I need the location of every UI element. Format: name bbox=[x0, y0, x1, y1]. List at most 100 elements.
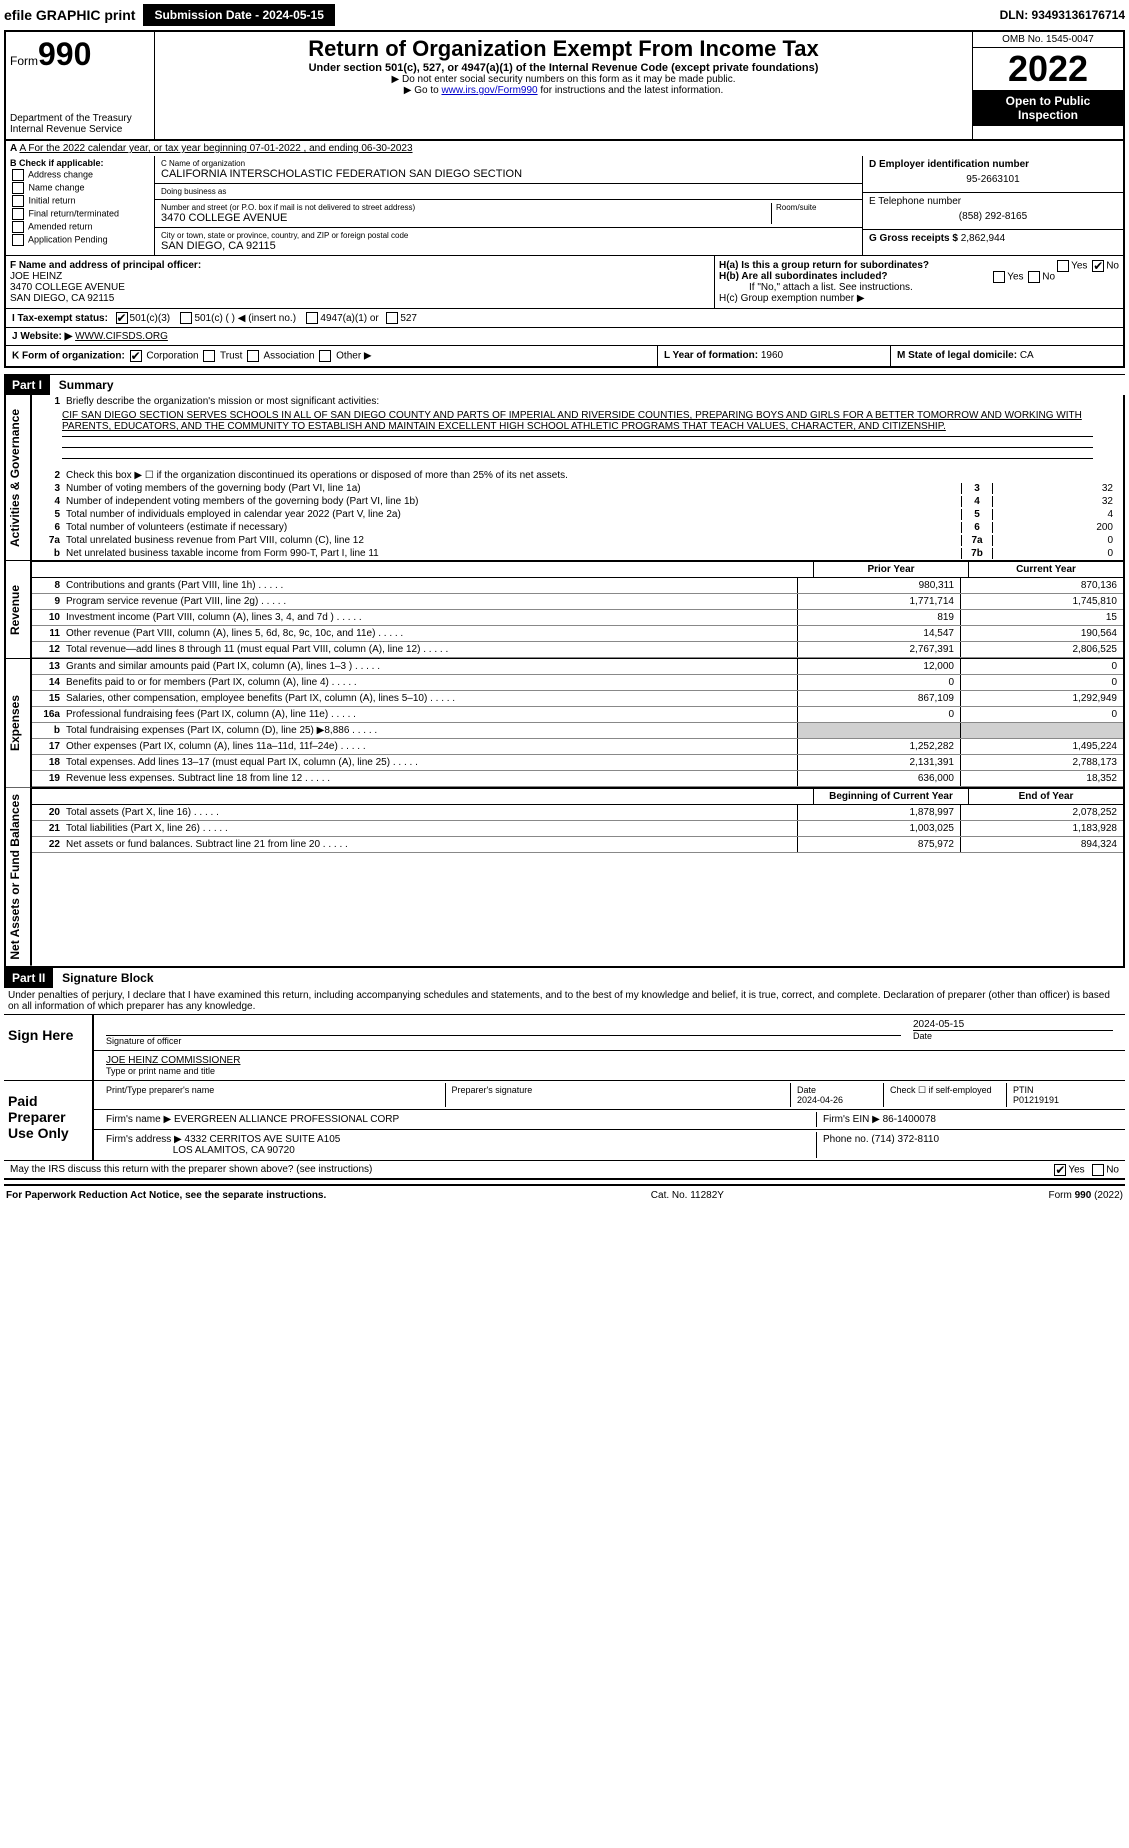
row-num: 15 bbox=[32, 691, 66, 706]
k-trust[interactable] bbox=[203, 350, 215, 362]
check-address[interactable]: Address change bbox=[10, 169, 150, 181]
l6-val: 200 bbox=[993, 522, 1119, 533]
l7b-val: 0 bbox=[993, 548, 1119, 559]
l6-text: Total number of volunteers (estimate if … bbox=[66, 522, 961, 533]
row-num: b bbox=[32, 723, 66, 738]
hb-note: If "No," attach a list. See instructions… bbox=[719, 282, 1119, 293]
note-ssn: ▶ Do not enter social security numbers o… bbox=[163, 74, 964, 85]
l7a-text: Total unrelated business revenue from Pa… bbox=[66, 535, 961, 546]
hc-label: H(c) Group exemption number ▶ bbox=[719, 293, 1119, 304]
tax-501c[interactable] bbox=[180, 312, 192, 324]
ha-label: H(a) Is this a group return for subordin… bbox=[719, 260, 929, 271]
row-current: 0 bbox=[960, 659, 1123, 674]
sig-declaration: Under penalties of perjury, I declare th… bbox=[4, 988, 1125, 1015]
vtab-expenses: Expenses bbox=[6, 659, 32, 787]
check-initial[interactable]: Initial return bbox=[10, 195, 150, 207]
row-text: Grants and similar amounts paid (Part IX… bbox=[66, 659, 797, 674]
l2-text: Check this box ▶ ☐ if the organization d… bbox=[66, 470, 1119, 481]
data-row: 12Total revenue—add lines 8 through 11 (… bbox=[32, 642, 1123, 658]
ha-yes[interactable] bbox=[1057, 260, 1069, 272]
row-num: 10 bbox=[32, 610, 66, 625]
l3-num: 3 bbox=[961, 483, 993, 494]
row-text: Program service revenue (Part VIII, line… bbox=[66, 594, 797, 609]
row-text: Total assets (Part X, line 16) bbox=[66, 805, 797, 820]
data-row: 15Salaries, other compensation, employee… bbox=[32, 691, 1123, 707]
part1-title: Summary bbox=[53, 375, 120, 395]
row-prior: 0 bbox=[797, 675, 960, 690]
e-phone-label: E Telephone number bbox=[869, 196, 961, 207]
ptin-value: P01219191 bbox=[1013, 1095, 1059, 1105]
row-text: Net assets or fund balances. Subtract li… bbox=[66, 837, 797, 852]
city-value: SAN DIEGO, CA 92115 bbox=[161, 240, 856, 252]
hb-no[interactable] bbox=[1028, 271, 1040, 283]
may-no[interactable] bbox=[1092, 1164, 1104, 1176]
row-prior: 1,878,997 bbox=[797, 805, 960, 820]
city-label: City or town, state or province, country… bbox=[161, 231, 856, 240]
row-num: 16a bbox=[32, 707, 66, 722]
sig-officer-label: Signature of officer bbox=[106, 1035, 901, 1046]
b-label: B Check if applicable: bbox=[10, 158, 104, 168]
sig-name-title: JOE HEINZ COMMISSIONER bbox=[106, 1055, 1113, 1066]
row-num: 17 bbox=[32, 739, 66, 754]
room-label: Room/suite bbox=[776, 203, 856, 212]
data-row: 18Total expenses. Add lines 13–17 (must … bbox=[32, 755, 1123, 771]
ha-no[interactable] bbox=[1092, 260, 1104, 272]
check-pending[interactable]: Application Pending bbox=[10, 234, 150, 246]
row-prior: 1,003,025 bbox=[797, 821, 960, 836]
firm-name-label: Firm's name ▶ bbox=[106, 1114, 171, 1125]
data-row: 13Grants and similar amounts paid (Part … bbox=[32, 659, 1123, 675]
l4-val: 32 bbox=[993, 496, 1119, 507]
irs-link[interactable]: www.irs.gov/Form990 bbox=[441, 85, 537, 96]
k-corp[interactable] bbox=[130, 350, 142, 362]
j-website-label: J Website: ▶ bbox=[12, 331, 72, 342]
hb-label: H(b) Are all subordinates included? bbox=[719, 271, 888, 282]
row-text: Contributions and grants (Part VIII, lin… bbox=[66, 578, 797, 593]
hdr-end-year: End of Year bbox=[968, 789, 1123, 804]
check-final[interactable]: Final return/terminated bbox=[10, 208, 150, 220]
row-current: 15 bbox=[960, 610, 1123, 625]
hb-yes[interactable] bbox=[993, 271, 1005, 283]
dln-label: DLN: 93493136176714 bbox=[1000, 8, 1125, 22]
website-value: WWW.CIFSDS.ORG bbox=[75, 331, 168, 342]
check-amended[interactable]: Amended return bbox=[10, 221, 150, 233]
l3-text: Number of voting members of the governin… bbox=[66, 483, 961, 494]
row-num: 11 bbox=[32, 626, 66, 641]
officer-addr1: 3470 COLLEGE AVENUE bbox=[10, 282, 125, 293]
officer-addr2: SAN DIEGO, CA 92115 bbox=[10, 293, 114, 304]
check-name[interactable]: Name change bbox=[10, 182, 150, 194]
row-text: Total liabilities (Part X, line 26) bbox=[66, 821, 797, 836]
row-text: Revenue less expenses. Subtract line 18 … bbox=[66, 771, 797, 786]
k-assoc[interactable] bbox=[247, 350, 259, 362]
officer-name: JOE HEINZ bbox=[10, 271, 62, 282]
row-current: 2,078,252 bbox=[960, 805, 1123, 820]
vtab-net: Net Assets or Fund Balances bbox=[6, 788, 32, 966]
submission-date-button[interactable]: Submission Date - 2024-05-15 bbox=[143, 4, 334, 26]
cat-no: Cat. No. 11282Y bbox=[651, 1190, 724, 1201]
row-prior: 1,252,282 bbox=[797, 739, 960, 754]
data-row: bTotal fundraising expenses (Part IX, co… bbox=[32, 723, 1123, 739]
firm-phone-value: (714) 372-8110 bbox=[871, 1134, 939, 1145]
row-num: 22 bbox=[32, 837, 66, 852]
row-text: Total revenue—add lines 8 through 11 (mu… bbox=[66, 642, 797, 657]
row-num: 19 bbox=[32, 771, 66, 786]
tax-4947[interactable] bbox=[306, 312, 318, 324]
street-value: 3470 COLLEGE AVENUE bbox=[161, 212, 771, 224]
data-row: 19Revenue less expenses. Subtract line 1… bbox=[32, 771, 1123, 787]
tax-527[interactable] bbox=[386, 312, 398, 324]
tax-501c3[interactable] bbox=[116, 312, 128, 324]
part1-badge: Part I bbox=[4, 375, 50, 395]
firm-addr-label: Firm's address ▶ bbox=[106, 1134, 182, 1145]
year-formation: 1960 bbox=[761, 350, 783, 361]
i-tax-label: I Tax-exempt status: bbox=[12, 313, 108, 324]
row-prior: 2,131,391 bbox=[797, 755, 960, 770]
may-yes[interactable] bbox=[1054, 1164, 1066, 1176]
l4-text: Number of independent voting members of … bbox=[66, 496, 961, 507]
l5-num: 5 bbox=[961, 509, 993, 520]
l4-num: 4 bbox=[961, 496, 993, 507]
org-name: CALIFORNIA INTERSCHOLASTIC FEDERATION SA… bbox=[161, 168, 856, 180]
part2-title: Signature Block bbox=[56, 968, 159, 988]
k-other[interactable] bbox=[319, 350, 331, 362]
row-current: 0 bbox=[960, 675, 1123, 690]
state-domicile: CA bbox=[1020, 350, 1034, 361]
may-discuss: May the IRS discuss this return with the… bbox=[10, 1164, 372, 1175]
